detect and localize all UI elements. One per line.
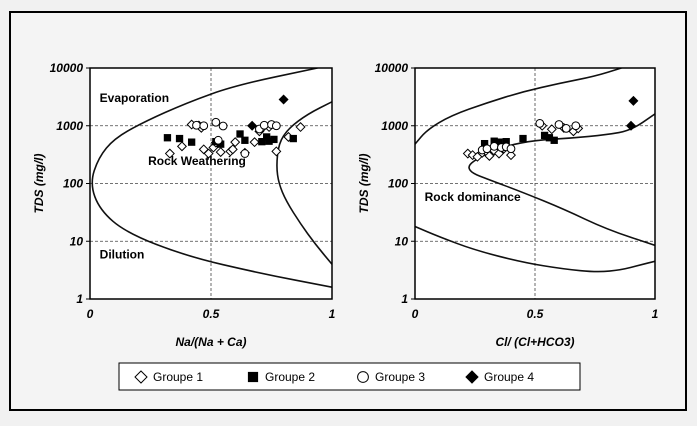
data-point — [203, 148, 214, 159]
y-tick-label: 10000 — [50, 61, 84, 75]
x-tick-label: 0.5 — [203, 307, 220, 321]
data-point — [265, 137, 273, 145]
data-point — [484, 150, 495, 161]
data-point — [550, 136, 558, 144]
data-point — [535, 118, 545, 128]
x-axis-label: Na/(Na + Ca) — [175, 335, 246, 349]
data-point — [247, 120, 258, 131]
y-tick-label: 10 — [395, 234, 409, 248]
legend-marker — [465, 370, 479, 384]
y-axis-label: TDS (mg/l) — [32, 154, 46, 214]
data-point — [163, 134, 172, 142]
legend-marker — [357, 371, 369, 383]
data-points — [462, 95, 639, 162]
data-point — [187, 138, 196, 146]
legend: Groupe 1 Groupe 2 Groupe 3 Groupe 4 — [118, 362, 581, 391]
data-point — [554, 120, 564, 129]
x-tick-label: 0 — [412, 307, 419, 321]
data-point — [271, 121, 281, 131]
y-tick-label: 10000 — [375, 61, 409, 75]
boundary-curves — [91, 68, 332, 288]
region-annotation: Rock dominance — [425, 190, 521, 204]
data-point — [241, 136, 249, 144]
data-point — [227, 144, 238, 155]
data-point — [540, 131, 549, 140]
y-axis-label: TDS (mg/l) — [357, 154, 371, 214]
boundary-curve — [91, 68, 332, 288]
data-points — [163, 94, 306, 159]
data-point — [546, 124, 557, 135]
legend-box — [118, 362, 581, 391]
data-point — [489, 141, 499, 151]
legend-label: Groupe 2 — [265, 370, 315, 384]
boundary-curve — [276, 101, 332, 265]
legend-label: Groupe 3 — [375, 370, 425, 384]
data-point — [249, 137, 260, 148]
data-point — [218, 121, 228, 131]
region-annotation: Evaporation — [100, 91, 169, 105]
data-point — [467, 150, 478, 161]
data-point — [217, 140, 225, 148]
data-point — [502, 138, 510, 146]
y-tick-label: 1000 — [56, 119, 83, 133]
data-point — [236, 130, 244, 138]
y-tick-label: 1000 — [381, 119, 408, 133]
legend-label: Groupe 1 — [153, 370, 203, 384]
data-point — [215, 147, 226, 158]
data-point — [164, 148, 175, 159]
data-point — [295, 122, 306, 133]
data-point — [175, 134, 184, 143]
y-tick-label: 1 — [76, 292, 83, 306]
y-tick-label: 10 — [70, 234, 84, 248]
data-point — [263, 133, 271, 141]
x-axis-label: Cl/ (Cl+HCO3) — [495, 335, 574, 349]
boundary-curve — [415, 68, 622, 145]
data-point — [270, 135, 278, 144]
data-point — [213, 135, 223, 145]
data-point — [271, 146, 282, 157]
data-point — [628, 95, 639, 106]
data-point — [519, 134, 527, 143]
data-point — [625, 120, 637, 131]
data-point — [278, 94, 289, 105]
data-point — [482, 144, 492, 154]
data-point — [495, 138, 503, 146]
boundary-curve — [415, 225, 655, 273]
y-tick-label: 100 — [63, 177, 83, 191]
x-tick-label: 0 — [87, 307, 94, 321]
y-tick-label: 100 — [388, 177, 408, 191]
y-tick-label: 1 — [401, 292, 408, 306]
x-tick-label: 0.5 — [527, 307, 544, 321]
data-point — [176, 141, 187, 152]
data-point — [505, 150, 517, 161]
data-point — [545, 134, 554, 142]
data-point — [571, 121, 581, 131]
plot-1: 1 10 100 1000 10000 0 0.5 1 Na/(Na + Ca) TDS (mg/… — [32, 61, 336, 349]
data-point — [259, 120, 269, 130]
data-point — [199, 121, 209, 131]
data-point — [240, 149, 250, 158]
plot-2: 1 10 100 1000 10000 0 0.5 1 Cl/ (Cl+HCO3) TDS (mg… — [357, 61, 659, 349]
x-tick-label: 1 — [652, 307, 659, 321]
legend-marker — [247, 371, 259, 383]
data-point — [289, 134, 297, 143]
legend-marker — [134, 370, 148, 384]
data-point — [506, 144, 516, 154]
legend-label: Groupe 4 — [484, 370, 534, 384]
data-point — [211, 117, 221, 127]
data-point — [230, 137, 241, 148]
data-point — [561, 124, 571, 133]
data-point — [490, 137, 498, 145]
data-point — [480, 139, 489, 148]
data-point — [192, 120, 201, 130]
region-annotation: Rock Weathering — [148, 154, 246, 168]
data-point — [258, 138, 266, 146]
region-annotation: Dilution — [100, 248, 145, 262]
x-tick-label: 1 — [329, 307, 336, 321]
